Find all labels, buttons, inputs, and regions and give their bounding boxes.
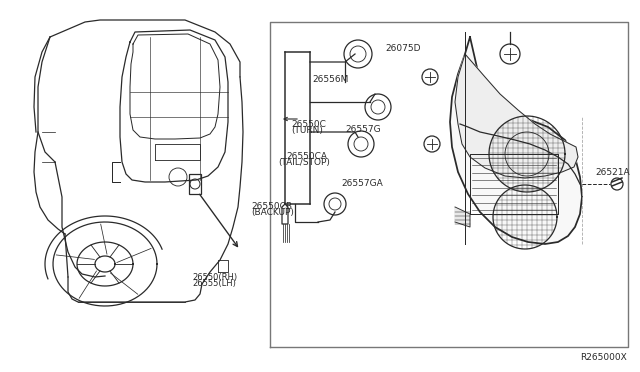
- Text: 26555(LH): 26555(LH): [192, 279, 236, 288]
- Polygon shape: [455, 54, 578, 178]
- Text: (TURN): (TURN): [291, 126, 323, 135]
- Text: R265000X: R265000X: [580, 353, 627, 362]
- Text: 26521A: 26521A: [595, 169, 630, 177]
- Text: 26557G: 26557G: [346, 125, 381, 134]
- Polygon shape: [450, 37, 582, 244]
- Text: 26075D: 26075D: [385, 44, 420, 53]
- Text: 26557GA: 26557GA: [341, 179, 383, 187]
- Text: 26550(RH): 26550(RH): [192, 273, 237, 282]
- Text: 26550C: 26550C: [291, 120, 326, 129]
- Bar: [189, 174, 201, 194]
- Text: (BACKUP): (BACKUP): [252, 208, 294, 217]
- Text: 26556M: 26556M: [312, 76, 349, 84]
- Text: 26550CB: 26550CB: [252, 202, 292, 211]
- Text: 26550CA: 26550CA: [286, 152, 327, 161]
- Polygon shape: [455, 207, 470, 227]
- Text: (TAIL/STOP): (TAIL/STOP): [278, 158, 330, 167]
